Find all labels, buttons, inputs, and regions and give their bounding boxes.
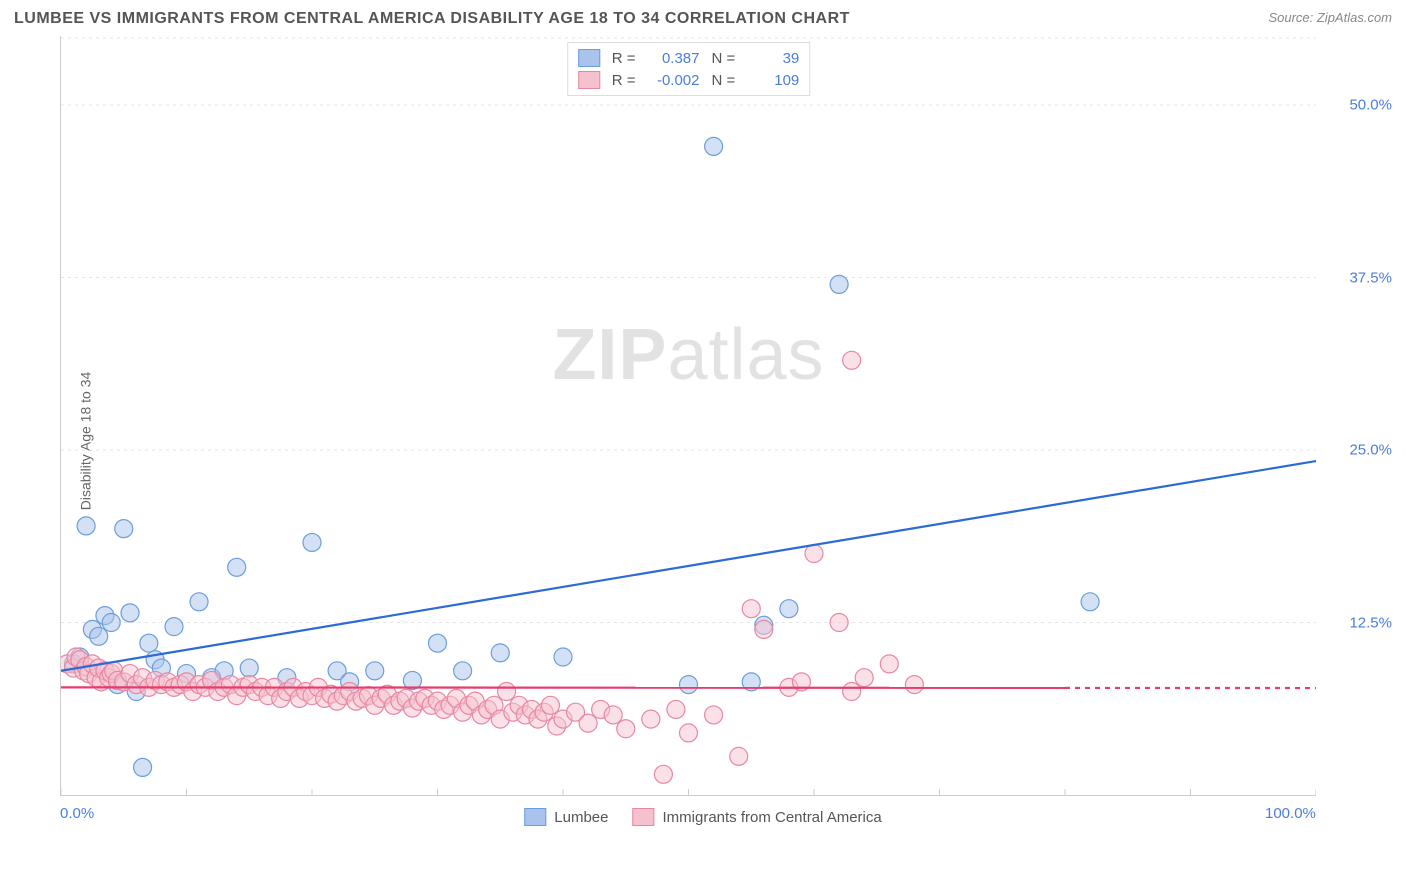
swatch-series-0: [578, 49, 600, 67]
stat-r-label-0: R =: [612, 50, 636, 67]
stats-legend: R = 0.387 N = 39 R = -0.002 N = 109: [567, 42, 811, 96]
stat-n-label-1: N =: [712, 72, 736, 89]
plot-container: Disability Age 18 to 34 ZIPatlas R = 0.3…: [10, 36, 1396, 846]
chart-source: Source: ZipAtlas.com: [1268, 10, 1392, 25]
legend-item-1: Immigrants from Central America: [632, 808, 881, 826]
bottom-legend: Lumbee Immigrants from Central America: [524, 808, 881, 826]
stat-r-value-0: 0.387: [644, 50, 700, 67]
legend-swatch-1: [632, 808, 654, 826]
chart-header: LUMBEE VS IMMIGRANTS FROM CENTRAL AMERIC…: [10, 10, 1396, 36]
legend-label-1: Immigrants from Central America: [662, 809, 881, 826]
y-tick-label: 37.5%: [1349, 269, 1392, 286]
x-tick-label: 0.0%: [60, 805, 94, 822]
legend-item-0: Lumbee: [524, 808, 608, 826]
y-tick-label: 50.0%: [1349, 97, 1392, 114]
y-tick-label: 12.5%: [1349, 614, 1392, 631]
stats-row-1: R = -0.002 N = 109: [578, 69, 800, 91]
legend-label-0: Lumbee: [554, 809, 608, 826]
y-tick-label: 25.0%: [1349, 442, 1392, 459]
stat-n-value-1: 109: [743, 72, 799, 89]
x-tick-label: 100.0%: [1265, 805, 1316, 822]
chart-title: LUMBEE VS IMMIGRANTS FROM CENTRAL AMERIC…: [14, 10, 850, 28]
swatch-series-1: [578, 71, 600, 89]
stat-n-value-0: 39: [743, 50, 799, 67]
stat-r-value-1: -0.002: [644, 72, 700, 89]
stat-n-label-0: N =: [712, 50, 736, 67]
plot-svg: [61, 36, 1316, 795]
stats-row-0: R = 0.387 N = 39: [578, 47, 800, 69]
plot-area: ZIPatlas R = 0.387 N = 39 R = -0.002 N =…: [60, 36, 1316, 796]
stat-r-label-1: R =: [612, 72, 636, 89]
legend-swatch-0: [524, 808, 546, 826]
correlation-chart: LUMBEE VS IMMIGRANTS FROM CENTRAL AMERIC…: [10, 10, 1396, 882]
